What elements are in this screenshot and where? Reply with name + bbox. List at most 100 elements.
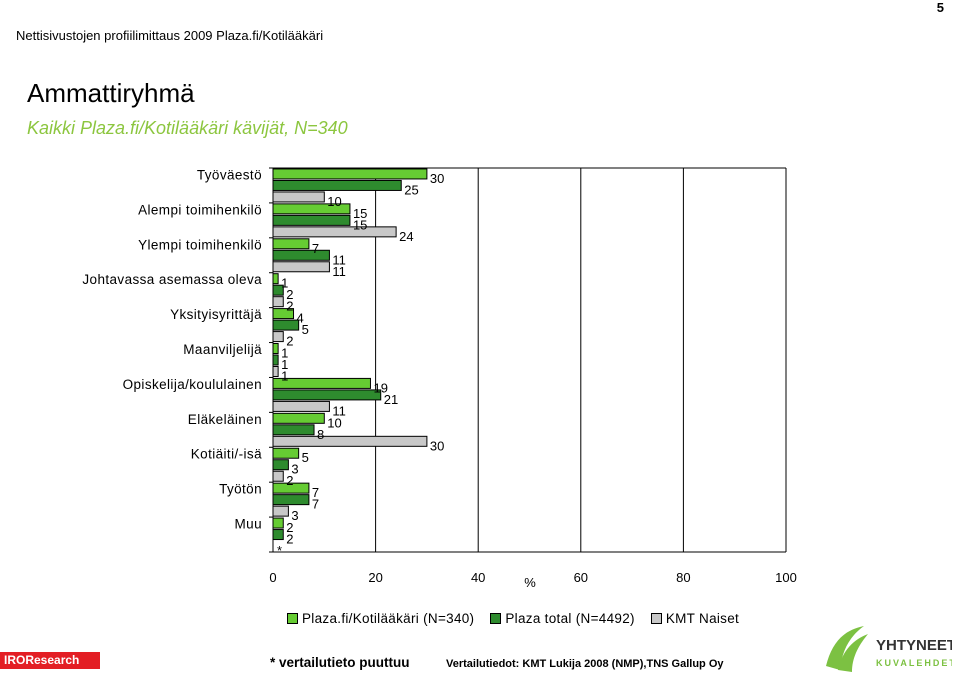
legend-item-kmt-naiset: KMT Naiset (650, 611, 740, 626)
category-label: Työväestö (197, 167, 262, 182)
x-tick-label: 20 (368, 570, 382, 585)
data-label: 2 (286, 520, 293, 535)
legend-label: Plaza.fi/Kotilääkäri (N=340) (302, 611, 475, 626)
yhtyneet-kuvalehdet-logo: YHTYNEET KUVALEHDET (826, 626, 952, 672)
bar (272, 389, 382, 401)
data-label: 1 (281, 369, 288, 384)
bar (272, 505, 289, 517)
x-tick-label: 40 (471, 570, 485, 585)
category-label: Kotiäiti/-isä (191, 447, 262, 462)
bar (272, 354, 279, 366)
legend-swatch (650, 613, 662, 624)
data-label: 11 (332, 264, 346, 279)
bar (272, 435, 428, 447)
data-label: 11 (332, 252, 346, 267)
data-label: 8 (317, 427, 324, 442)
page-title: Ammattiryhmä (27, 78, 195, 108)
chart-subtitle: Kaikki Plaza.fi/Kotilääkäri kävijät, N=3… (27, 118, 348, 138)
data-label: 5 (302, 322, 309, 337)
logo-text-yhtyneet: YHTYNEET (876, 637, 952, 654)
category-label: Työtön (219, 482, 262, 497)
category-label: Johtavassa asemassa oleva (82, 272, 262, 287)
data-label: 3 (291, 508, 298, 523)
bar (272, 424, 315, 436)
data-label: 30 (430, 171, 444, 186)
bar (272, 296, 284, 308)
data-label: 7 (312, 241, 319, 256)
bar (272, 226, 397, 238)
bar (272, 214, 351, 226)
category-label: Alempi toimihenkilö (138, 202, 262, 217)
bar (272, 482, 310, 494)
data-label: 2 (286, 532, 293, 547)
bar (272, 343, 279, 354)
bar (272, 249, 330, 261)
data-label: * (277, 543, 282, 558)
data-label: 1 (281, 346, 288, 361)
legend-label: KMT Naiset (665, 611, 740, 626)
data-label: 1 (281, 276, 288, 291)
bar (272, 494, 310, 506)
data-label: 19 (373, 380, 387, 395)
category-label: Maanviljelijä (183, 342, 262, 357)
data-label: 4 (297, 311, 304, 326)
bar (272, 203, 351, 215)
bar (272, 412, 325, 424)
data-label: 10 (327, 194, 341, 209)
x-tick-label: 80 (676, 570, 690, 585)
data-label: 10 (327, 415, 341, 430)
x-tick-label: 0 (269, 570, 276, 585)
bar (272, 331, 284, 343)
bar (272, 517, 284, 529)
legend-swatch (287, 613, 298, 624)
bar-layer (272, 168, 428, 541)
x-axis-title: % (524, 575, 536, 590)
data-label: 30 (430, 438, 444, 453)
data-label: 2 (286, 473, 293, 488)
chart-legend: Plaza.fi/Kotilääkäri (N=340) Plaza total… (287, 611, 749, 626)
value-labels: 3025101515247111112245211119211110830532… (277, 171, 444, 558)
legend-item-plaza-total: Plaza total (N=4492) (490, 611, 635, 626)
footnote: * vertailutieto puuttuu (270, 655, 410, 670)
data-label: 5 (302, 450, 309, 465)
data-label: 2 (286, 334, 293, 349)
data-label: 25 (404, 182, 418, 197)
header-text: Nettisivustojen profiilimittaus 2009 Pla… (16, 28, 324, 43)
bar (272, 191, 325, 203)
data-label: 7 (312, 497, 319, 512)
bar (272, 400, 330, 412)
bar (272, 470, 284, 482)
bar (272, 447, 300, 459)
bar (272, 284, 284, 296)
data-label: 1 (281, 357, 288, 372)
grid-layer (269, 167, 787, 553)
data-label: 7 (312, 485, 319, 500)
legend-swatch (490, 613, 502, 624)
category-labels: Työväestö Alempi toimihenkilö Ylempi toimi… (82, 167, 262, 532)
source-note: Vertailutiedot: KMT Lukija 2008 (NMP),TN… (446, 658, 724, 670)
page-number: 5 (936, 0, 944, 15)
iroresearch-logo: IROResearch (0, 652, 100, 669)
category-label: Yksityisyrittäjä (170, 307, 262, 322)
bar (272, 366, 279, 377)
category-label: Eläkeläinen (188, 412, 262, 427)
x-tick-label: 60 (574, 570, 588, 585)
bar (272, 273, 279, 285)
x-axis-ticks: 0 20 40 60 80 100 (269, 570, 796, 585)
x-tick-label: 100 (775, 570, 797, 585)
category-label: Opiskelija/koululainen (123, 377, 262, 392)
data-label: 2 (286, 299, 293, 314)
data-label: 11 (332, 403, 346, 418)
category-label: Ylempi toimihenkilö (138, 237, 262, 252)
bar (272, 308, 295, 320)
category-label: Muu (235, 517, 262, 532)
bar (272, 459, 289, 471)
bar (272, 238, 310, 250)
data-label: 24 (399, 229, 413, 244)
legend-item-plaza-kotilaakari: Plaza.fi/Kotilääkäri (N=340) (287, 611, 474, 626)
bar (272, 168, 428, 180)
data-label: 15 (353, 217, 367, 232)
bar (272, 179, 402, 191)
data-label: 15 (353, 206, 367, 221)
